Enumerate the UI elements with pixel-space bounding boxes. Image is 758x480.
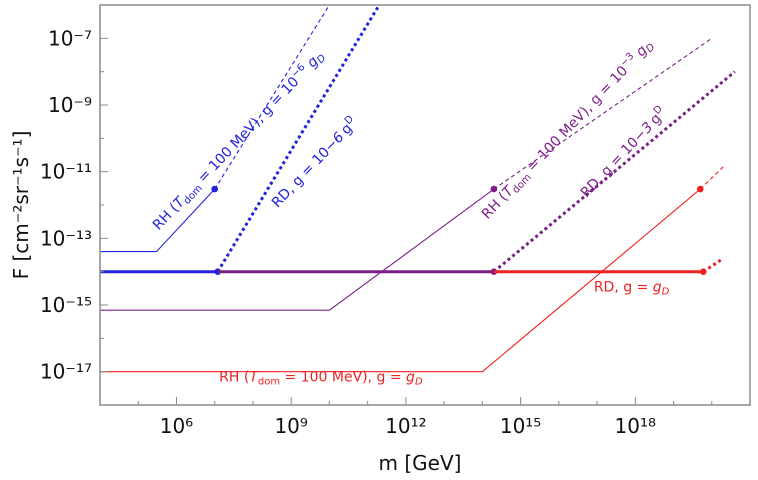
series-extension-0 bbox=[214, 5, 330, 190]
y-tick-label: 10⁻¹³ bbox=[40, 226, 92, 250]
series-extension-1 bbox=[216, 5, 381, 273]
series-endpoint-2 bbox=[490, 185, 498, 193]
annotation-rd-purple: RD, g = 10−3 gD bbox=[576, 103, 671, 202]
annotation-rh-blue: RH (Tdom = 100 MeV), g = 10−6 gD bbox=[148, 46, 328, 234]
series-line-4 bbox=[100, 188, 701, 373]
series-line-0 bbox=[100, 188, 216, 253]
y-tick-label: 10⁻⁹ bbox=[48, 93, 92, 117]
y-tick-label: 10⁻¹⁵ bbox=[40, 293, 92, 317]
y-axis-label: F [cm⁻²sr⁻¹s⁻¹] bbox=[9, 131, 33, 280]
series-extension-2 bbox=[493, 37, 713, 190]
x-tick-label: 10¹⁵ bbox=[500, 414, 541, 438]
y-tick-label: 10⁻¹⁷ bbox=[40, 360, 92, 384]
series-extension-4 bbox=[699, 166, 724, 190]
series-endpoint-0 bbox=[211, 185, 219, 193]
x-tick-label: 10¹⁸ bbox=[615, 414, 656, 438]
x-tick-label: 10⁶ bbox=[160, 414, 193, 438]
x-tick-label: 10⁹ bbox=[274, 414, 307, 438]
plot-frame bbox=[99, 4, 751, 406]
x-axis-label: m [GeV] bbox=[379, 451, 462, 475]
series-endpoint-5 bbox=[699, 268, 707, 275]
series-endpoint-3 bbox=[490, 268, 498, 275]
y-tick-label: 10⁻⁷ bbox=[48, 26, 92, 50]
x-tick-label: 10¹² bbox=[385, 414, 426, 438]
series-extension-3 bbox=[492, 70, 736, 273]
annotation-rh-red: RH (Tdom = 100 MeV), g = gD bbox=[219, 370, 423, 388]
series-line-2 bbox=[100, 188, 495, 311]
annotation-rd-blue: RD, g = 10−6 gD bbox=[267, 113, 362, 212]
series-extension-5 bbox=[702, 257, 725, 273]
series-layer bbox=[100, 5, 736, 373]
y-tick-label: 10⁻¹¹ bbox=[40, 160, 92, 184]
annotation-rd-red: RD, g = gD bbox=[594, 280, 670, 298]
series-endpoint-4 bbox=[696, 185, 704, 193]
axis-ticks: 10⁶ 10⁹ 10¹² 10¹⁵ 10¹⁸ 10⁻¹⁷ 10⁻¹⁵ 10⁻¹³ 10⁻¹¹ 10… bbox=[40, 4, 713, 438]
annotation-rh-purple: RH (Tdom = 100 MeV), g = 10−3 gD bbox=[477, 35, 657, 223]
